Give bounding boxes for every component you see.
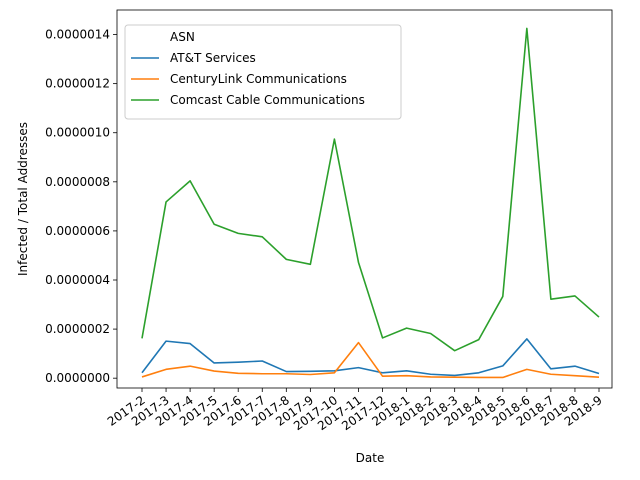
y-axis-label: Infected / Total Addresses [16,122,30,276]
y-tick-label: 0.0000012 [45,77,110,91]
y-tick-label: 0.0000006 [45,224,110,238]
series-line-2 [141,27,600,352]
y-tick-label: 0.0000014 [45,28,110,42]
plot-frame [116,9,613,389]
y-tick-label: 0.0000004 [45,273,110,287]
x-axis-label: Date [356,451,385,465]
axes-frame [116,9,613,389]
y-tick-label: 0.0000008 [45,175,110,189]
series-line-0 [141,338,600,377]
series-lines [141,27,600,379]
legend-label-1: CenturyLink Communications [170,72,347,86]
legend-label-2: Comcast Cable Communications [170,93,365,107]
legend-title: ASN [170,30,195,44]
legend-box [124,24,402,120]
legend: ASN AT&T Services CenturyLink Communicatio… [124,24,402,120]
y-tick-label: 0.0000010 [45,126,110,140]
legend-label-0: AT&T Services [170,51,256,65]
y-tick-label: 0.0000002 [45,322,110,336]
series-line-1 [141,341,600,379]
y-tick-label: 0.0000000 [45,371,110,385]
